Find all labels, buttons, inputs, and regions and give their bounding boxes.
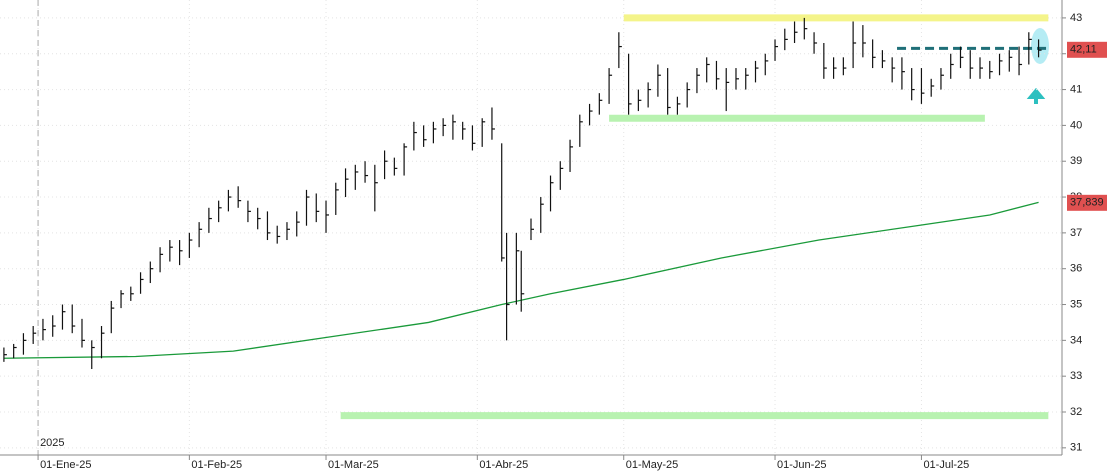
y-tick-label: 40 [1070, 119, 1082, 131]
y-tick-label: 36 [1070, 263, 1082, 275]
price-tag [1067, 194, 1107, 211]
x-tick-label: 01-Mar-25 [328, 459, 379, 471]
highlight-ellipse [1031, 28, 1049, 64]
x-tick-label: 01-Jun-25 [777, 459, 827, 471]
arrow-icon [1026, 87, 1046, 104]
x-tick-label: 01-May-25 [626, 459, 679, 471]
y-tick-label: 39 [1070, 155, 1082, 167]
y-tick-label: 35 [1070, 298, 1082, 310]
y-tick-label: 41 [1070, 83, 1082, 95]
x-tick-label: 01-Abr-25 [479, 459, 528, 471]
price-tag-label: 42,11 [1070, 44, 1097, 56]
y-tick-label: 34 [1070, 334, 1082, 346]
x-tick-label: 01-Feb-25 [191, 459, 242, 471]
price-tag-label: 37,839 [1070, 197, 1104, 209]
year-label: 2025 [40, 437, 64, 449]
x-tick-label: 01-Jul-25 [923, 459, 969, 471]
y-tick-label: 43 [1070, 12, 1082, 24]
y-tick-label: 32 [1070, 406, 1082, 418]
y-tick-label: 37 [1070, 227, 1082, 239]
x-tick-label: 01-Ene-25 [40, 459, 91, 471]
y-tick-label: 33 [1070, 370, 1082, 382]
price-tag [1067, 41, 1107, 58]
moving-average [3, 201, 1039, 359]
y-tick-label: 31 [1070, 442, 1082, 454]
